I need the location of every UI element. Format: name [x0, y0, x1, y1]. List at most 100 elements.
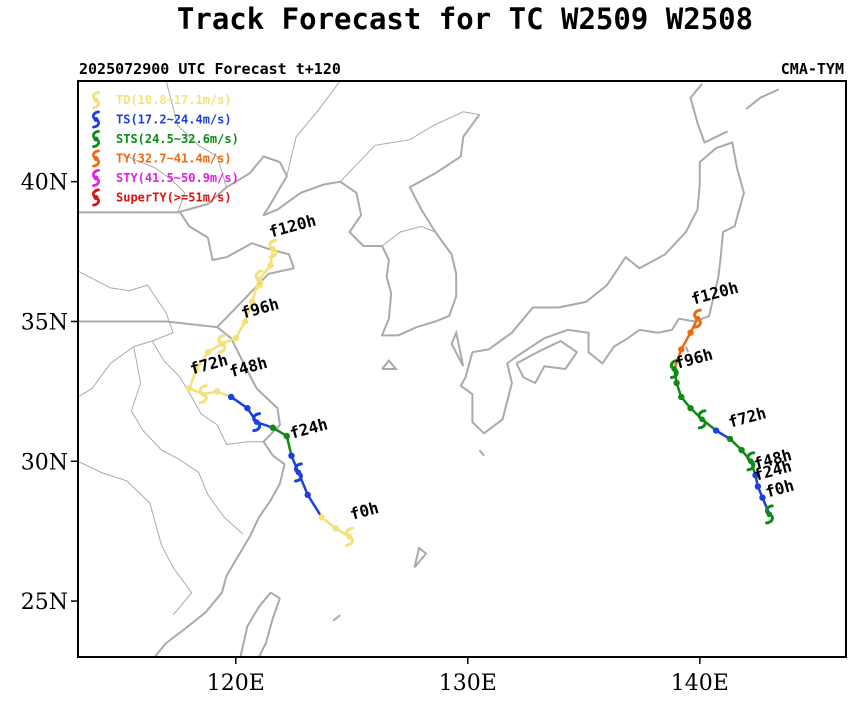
coastline	[78, 211, 295, 329]
typhoon-icon-center	[253, 419, 260, 425]
island	[684, 346, 690, 353]
island	[450, 329, 465, 367]
border-line	[78, 460, 193, 616]
legend-entry: STS(24.5~32.6m/s)	[116, 132, 239, 146]
track-point	[248, 298, 256, 306]
coastline	[153, 326, 286, 657]
coastline	[78, 155, 341, 217]
track-point	[304, 491, 311, 499]
track-point	[678, 393, 685, 401]
typhoon-icon-center	[200, 391, 207, 398]
coastline	[745, 88, 780, 110]
track-point	[232, 335, 239, 342]
track-segment	[188, 367, 198, 390]
track-point	[244, 404, 251, 412]
coastline	[339, 114, 481, 337]
track-point	[267, 262, 274, 269]
legend-entry: SuperTY(>=51m/s)	[116, 191, 232, 205]
typhoon-icon-center	[93, 194, 99, 201]
border-line	[165, 81, 227, 188]
track-point	[269, 424, 277, 431]
border-line	[78, 270, 174, 398]
lat-tick-label: 25N	[21, 590, 68, 615]
legend-entry: TS(17.2~24.4m/s)	[116, 113, 232, 127]
typhoon-icon-center	[346, 533, 353, 540]
coastline	[239, 591, 281, 657]
lon-tick-label: 140E	[671, 671, 729, 696]
typhoon-icon-center	[219, 340, 225, 347]
coastline	[515, 340, 578, 384]
typhoon-icon-center	[93, 116, 99, 123]
track-segment	[229, 395, 249, 410]
track-point	[687, 404, 694, 412]
forecast-hour-label: f0h	[348, 498, 381, 524]
track-point	[241, 318, 249, 325]
typhoon-icon-center	[748, 458, 754, 465]
basemap	[78, 81, 780, 657]
typhoon-icon-center	[93, 97, 99, 103]
typhoon-icon-center	[295, 469, 302, 476]
track-point	[227, 393, 235, 401]
border-line	[339, 111, 480, 183]
track-point	[752, 472, 759, 479]
coastline	[689, 83, 729, 144]
typhoon-icon-center	[256, 276, 262, 283]
typhoon-icon-center	[270, 245, 276, 252]
track-point	[738, 446, 745, 454]
border-line	[151, 340, 264, 446]
coastline	[459, 141, 745, 435]
chart-title: Track Forecast for TC W2509 W2508	[176, 2, 754, 36]
island	[332, 614, 341, 622]
track-segment	[306, 493, 323, 519]
border-line	[119, 153, 186, 213]
typhoon-icon-center	[93, 175, 99, 181]
track-segment	[250, 278, 261, 304]
forecast-hour-label: f120h	[267, 211, 318, 242]
track-point	[186, 385, 193, 392]
lat-tick-label: 40N	[21, 171, 68, 196]
lon-tick-label: 130E	[439, 671, 497, 696]
axis-ticks: 120E 130E 140E 25N 30N 35N 40N	[21, 171, 729, 696]
track-point	[193, 365, 200, 373]
track-point	[678, 346, 685, 353]
track-point	[204, 349, 212, 356]
island	[413, 546, 428, 569]
track-point	[759, 494, 766, 501]
legend-entry: TY(32.7~41.4m/s)	[116, 152, 232, 166]
typhoon-icon-center	[694, 315, 701, 322]
forecast-hour-label: f72h	[188, 350, 230, 378]
typhoon-icon-center	[93, 136, 99, 142]
intensity-legend: TD(10.8~17.1m/s) TS(17.2~24.4m/s) STS(24.5…	[92, 90, 239, 207]
border-line	[286, 81, 341, 177]
track-point	[332, 525, 339, 532]
track-layer: f0hf24hf48hf72hf96hf120hf0hf24hf48hf72hf…	[186, 211, 796, 547]
island	[478, 449, 485, 457]
forecast-hour-label: f48h	[227, 353, 269, 381]
model-name-label: CMA-TYM	[780, 60, 844, 78]
track-point	[673, 379, 680, 387]
border-line	[381, 225, 436, 247]
lon-tick-label: 120E	[207, 671, 265, 696]
legend-entry: TD(10.8~17.1m/s)	[116, 93, 232, 107]
track-point	[318, 513, 325, 521]
track-point	[288, 452, 295, 459]
typhoon-icon-center	[671, 366, 678, 372]
typhoon-icon-center	[766, 511, 773, 518]
forecast-time-label: 2025072900 UTC Forecast t+120	[79, 60, 341, 78]
forecast-hour-label: f24h	[288, 414, 330, 442]
plot-frame	[77, 80, 847, 658]
track-point	[726, 435, 734, 443]
track-point	[214, 388, 221, 395]
island	[381, 359, 399, 370]
track-point	[712, 427, 720, 434]
track-segment	[243, 300, 254, 323]
track-point	[754, 483, 762, 490]
track-segment	[195, 350, 210, 371]
coastline	[258, 597, 281, 657]
typhoon-icon-center	[699, 416, 705, 423]
track-segment	[285, 434, 293, 457]
forecast-hour-label: f72h	[726, 403, 768, 431]
